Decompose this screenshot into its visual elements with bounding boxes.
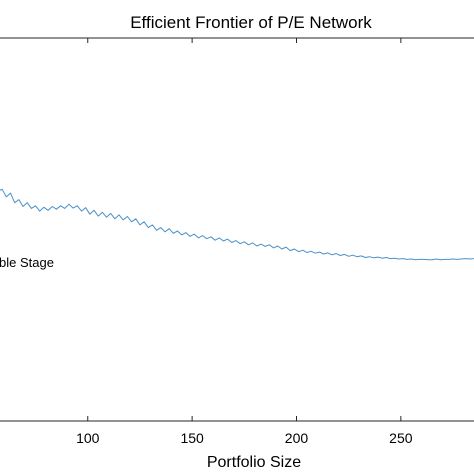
x-ticks: 100 150 200 250 xyxy=(76,38,413,446)
axes xyxy=(0,37,474,422)
x-tick-label: 250 xyxy=(389,430,413,446)
chart-annotation: ble Stage xyxy=(0,255,54,270)
x-tick-label: 200 xyxy=(285,430,309,446)
x-axis-label: Portfolio Size xyxy=(207,454,301,471)
plot-frame xyxy=(0,37,474,422)
x-tick-label: 100 xyxy=(76,430,100,446)
series-group xyxy=(0,188,474,261)
x-tick-label: 150 xyxy=(180,430,204,446)
chart-title: Efficient Frontier of P/E Network xyxy=(130,13,372,32)
series-line xyxy=(0,188,474,261)
